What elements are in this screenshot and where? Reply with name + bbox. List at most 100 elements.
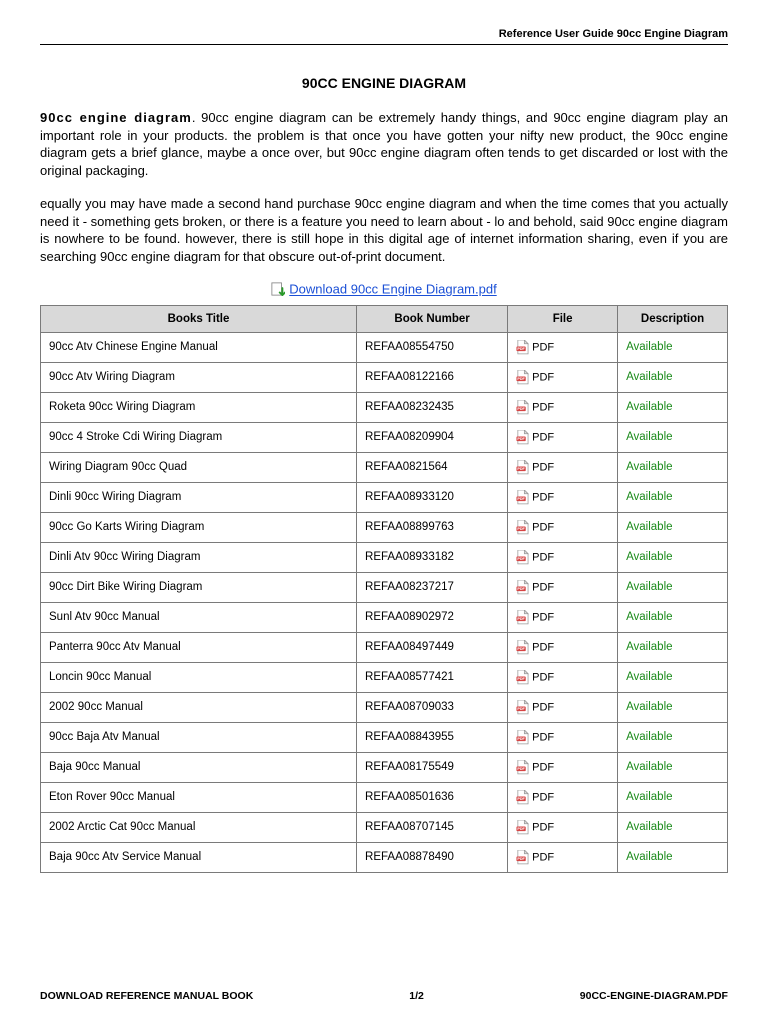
available-label[interactable]: Available bbox=[626, 671, 672, 683]
pdf-icon: PDF bbox=[516, 730, 529, 745]
available-label[interactable]: Available bbox=[626, 791, 672, 803]
footer-right: 90CC-ENGINE-DIAGRAM.PDF bbox=[580, 990, 728, 1002]
cell-file[interactable]: PDFPDF bbox=[508, 452, 618, 482]
cell-file[interactable]: PDFPDF bbox=[508, 692, 618, 722]
cell-title: 90cc Go Karts Wiring Diagram bbox=[41, 512, 357, 542]
pdf-icon: PDF bbox=[516, 700, 529, 715]
svg-text:PDF: PDF bbox=[518, 557, 526, 561]
svg-text:PDF: PDF bbox=[518, 437, 526, 441]
cell-file[interactable]: PDFPDF bbox=[508, 422, 618, 452]
cell-number: REFAA08878490 bbox=[357, 842, 508, 872]
available-label[interactable]: Available bbox=[626, 521, 672, 533]
available-label[interactable]: Available bbox=[626, 431, 672, 443]
pdf-label: PDF bbox=[532, 731, 554, 743]
cell-number: REFAA08933120 bbox=[357, 482, 508, 512]
pdf-icon: PDF bbox=[516, 670, 529, 685]
cell-number: REFAA08209904 bbox=[357, 422, 508, 452]
cell-title: 90cc 4 Stroke Cdi Wiring Diagram bbox=[41, 422, 357, 452]
cell-file[interactable]: PDF PDF bbox=[508, 482, 618, 512]
pdf-label: PDF bbox=[532, 491, 554, 503]
cell-title: 2002 90cc Manual bbox=[41, 692, 357, 722]
table-row: Baja 90cc Atv Service ManualREFAA0887849… bbox=[41, 842, 728, 872]
cell-number: REFAA08497449 bbox=[357, 632, 508, 662]
svg-text:PDF: PDF bbox=[518, 527, 526, 531]
footer-left: DOWNLOAD REFERENCE MANUAL BOOK bbox=[40, 990, 253, 1002]
available-label[interactable]: Available bbox=[626, 581, 672, 593]
cell-file[interactable]: PDFPDF bbox=[508, 782, 618, 812]
pdf-label: PDF bbox=[532, 371, 554, 383]
available-label[interactable]: Available bbox=[626, 731, 672, 743]
cell-file[interactable]: PDFPDF bbox=[508, 392, 618, 422]
table-row: 2002 Arctic Cat 90cc ManualREFAA08707145… bbox=[41, 812, 728, 842]
svg-text:PDF: PDF bbox=[518, 827, 526, 831]
cell-desc: Available bbox=[618, 392, 728, 422]
cell-file[interactable]: PDFPDF bbox=[508, 842, 618, 872]
available-label[interactable]: Available bbox=[626, 611, 672, 623]
cell-desc: Available bbox=[618, 722, 728, 752]
cell-desc: Available bbox=[618, 362, 728, 392]
available-label[interactable]: Available bbox=[626, 551, 672, 563]
table-row: Dinli 90cc Wiring DiagramREFAA08933120PD… bbox=[41, 482, 728, 512]
cell-file[interactable]: PDFPDF bbox=[508, 572, 618, 602]
pdf-label: PDF bbox=[532, 761, 554, 773]
pdf-icon: PDF bbox=[516, 760, 529, 775]
cell-number: REFAA08843955 bbox=[357, 722, 508, 752]
cell-desc: Available bbox=[618, 452, 728, 482]
table-row: Eton Rover 90cc ManualREFAA08501636PDFPD… bbox=[41, 782, 728, 812]
cell-number: REFAA08709033 bbox=[357, 692, 508, 722]
pdf-icon: PDF bbox=[516, 610, 529, 625]
cell-file[interactable]: PDFPDF bbox=[508, 812, 618, 842]
cell-file[interactable]: PDFPDF bbox=[508, 722, 618, 752]
cell-title: 90cc Atv Chinese Engine Manual bbox=[41, 332, 357, 362]
svg-text:PDF: PDF bbox=[518, 497, 526, 501]
svg-text:PDF: PDF bbox=[518, 617, 526, 621]
cell-file[interactable]: PDF PDF bbox=[508, 512, 618, 542]
available-label[interactable]: Available bbox=[626, 371, 672, 383]
cell-title: Eton Rover 90cc Manual bbox=[41, 782, 357, 812]
cell-file[interactable]: PDFPDF bbox=[508, 362, 618, 392]
pdf-icon: PDF bbox=[516, 820, 529, 835]
pdf-label: PDF bbox=[532, 701, 554, 713]
table-row: Roketa 90cc Wiring DiagramREFAA08232435P… bbox=[41, 392, 728, 422]
cell-number: REFAA08577421 bbox=[357, 662, 508, 692]
cell-desc: Available bbox=[618, 602, 728, 632]
pdf-label: PDF bbox=[532, 851, 554, 863]
cell-title: Sunl Atv 90cc Manual bbox=[41, 602, 357, 632]
header-right: Reference User Guide 90cc Engine Diagram bbox=[40, 28, 728, 45]
available-label[interactable]: Available bbox=[626, 761, 672, 773]
footer: DOWNLOAD REFERENCE MANUAL BOOK 1/2 90CC-… bbox=[40, 990, 728, 1002]
cell-number: REFAA08232435 bbox=[357, 392, 508, 422]
available-label[interactable]: Available bbox=[626, 461, 672, 473]
available-label[interactable]: Available bbox=[626, 341, 672, 353]
cell-number: REFAA08899763 bbox=[357, 512, 508, 542]
th-title: Books Title bbox=[41, 305, 357, 332]
available-label[interactable]: Available bbox=[626, 491, 672, 503]
table-row: Baja 90cc ManualREFAA08175549PDFPDFAvail… bbox=[41, 752, 728, 782]
cell-desc: Available bbox=[618, 782, 728, 812]
table-row: 2002 90cc ManualREFAA08709033PDFPDFAvail… bbox=[41, 692, 728, 722]
cell-number: REFAA08237217 bbox=[357, 572, 508, 602]
cell-file[interactable]: PDFPDF bbox=[508, 602, 618, 632]
pdf-label: PDF bbox=[532, 521, 554, 533]
available-label[interactable]: Available bbox=[626, 701, 672, 713]
available-label[interactable]: Available bbox=[626, 401, 672, 413]
pdf-label: PDF bbox=[532, 671, 554, 683]
table-row: 90cc Baja Atv ManualREFAA08843955PDFPDFA… bbox=[41, 722, 728, 752]
cell-desc: Available bbox=[618, 542, 728, 572]
cell-file[interactable]: PDFPDF bbox=[508, 662, 618, 692]
available-label[interactable]: Available bbox=[626, 821, 672, 833]
download-link[interactable]: Download 90cc Engine Diagram.pdf bbox=[289, 282, 496, 297]
books-table: Books Title Book Number File Description… bbox=[40, 305, 728, 873]
cell-number: REFAA08933182 bbox=[357, 542, 508, 572]
cell-number: REFAA08501636 bbox=[357, 782, 508, 812]
cell-file[interactable]: PDFPDF bbox=[508, 332, 618, 362]
available-label[interactable]: Available bbox=[626, 641, 672, 653]
cell-file[interactable]: PDFPDF bbox=[508, 752, 618, 782]
cell-title: Loncin 90cc Manual bbox=[41, 662, 357, 692]
pdf-icon: PDF bbox=[516, 640, 529, 655]
cell-desc: Available bbox=[618, 662, 728, 692]
pdf-label: PDF bbox=[532, 581, 554, 593]
available-label[interactable]: Available bbox=[626, 851, 672, 863]
cell-file[interactable]: PDFPDF bbox=[508, 542, 618, 572]
cell-file[interactable]: PDFPDF bbox=[508, 632, 618, 662]
